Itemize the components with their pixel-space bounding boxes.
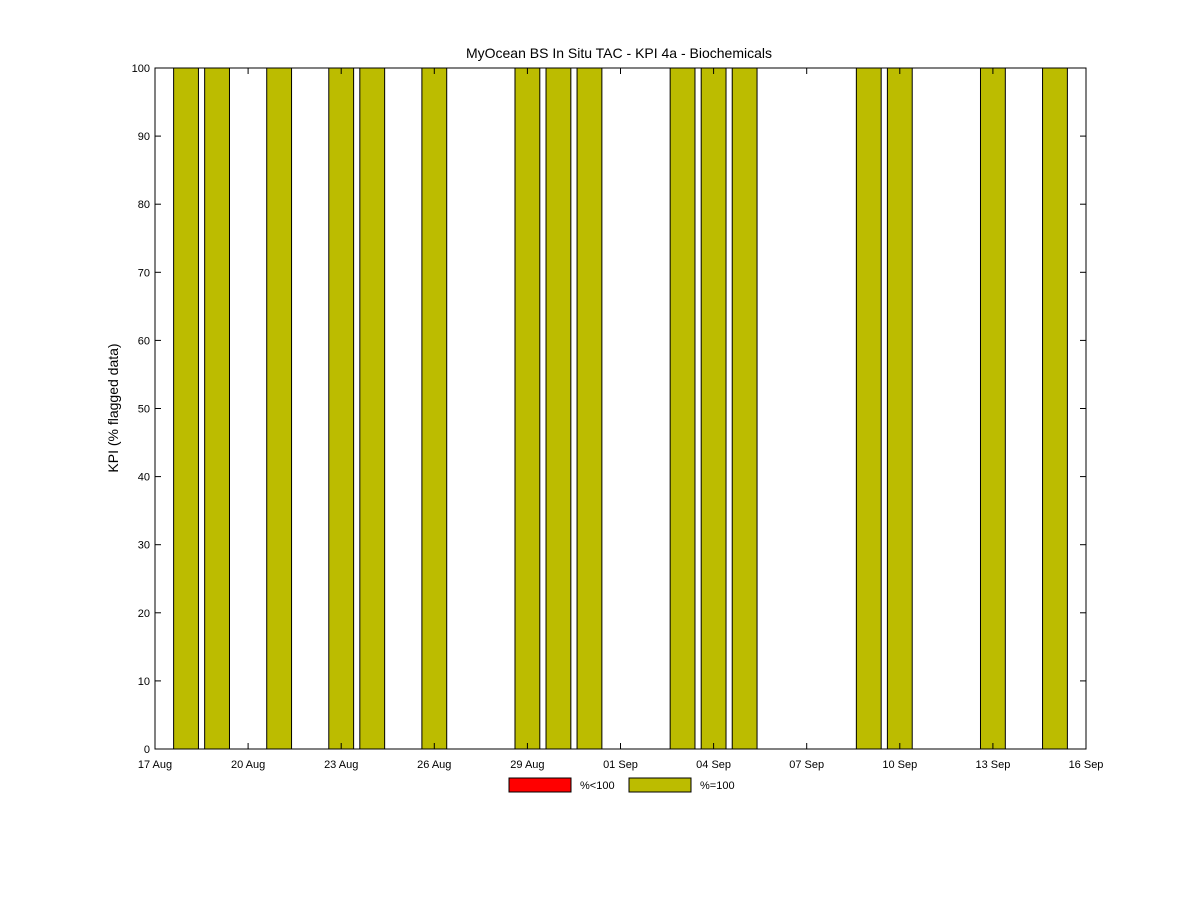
bar-2012-09-13	[979, 67, 1006, 750]
bar-2012-08-23	[328, 67, 355, 750]
bar-2012-09-03	[669, 67, 696, 750]
bar-2012-09-15	[1042, 67, 1068, 750]
y-tick-label: 70	[138, 267, 150, 279]
y-tick-label: 30	[138, 540, 150, 552]
bar-2012-08-31	[576, 67, 603, 750]
y-tick-label: 20	[138, 608, 150, 620]
y-tick-label: 60	[138, 335, 150, 347]
y-tick-label: 50	[138, 404, 150, 416]
y-tick-label: 80	[138, 199, 150, 211]
y-tick-label: 10	[138, 676, 150, 688]
y-axis-label: KPI (% flagged data)	[105, 343, 121, 472]
bar-2012-09-04	[700, 67, 727, 750]
bar-2012-08-29	[514, 67, 541, 750]
x-tick-label: 29 Aug	[510, 759, 544, 771]
y-axis-ticks: 0 10 20 30 40 50 60 70 80 90 100	[132, 63, 1086, 756]
bar-2012-08-24	[359, 67, 386, 750]
bar-2012-08-30	[545, 67, 572, 750]
bars-group	[173, 67, 1068, 750]
y-tick-label: 100	[132, 63, 150, 75]
x-tick-label: 10 Sep	[882, 759, 917, 771]
x-tick-label: 26 Aug	[417, 759, 451, 771]
bar-2012-08-26	[421, 67, 448, 750]
bar-2012-08-19	[204, 67, 230, 750]
y-tick-label: 0	[144, 744, 150, 756]
legend-swatch-full	[628, 777, 692, 793]
legend: %<100 %=100	[508, 777, 735, 793]
x-tick-label: 01 Sep	[603, 759, 638, 771]
chart-title: MyOcean BS In Situ TAC - KPI 4a - Bioche…	[466, 45, 772, 61]
y-tick-label: 90	[138, 131, 150, 143]
x-tick-label: 20 Aug	[231, 759, 265, 771]
x-tick-label: 23 Aug	[324, 759, 358, 771]
bar-2012-09-05	[731, 67, 758, 750]
legend-swatch-partial	[508, 777, 572, 793]
x-tick-label: 04 Sep	[696, 759, 731, 771]
x-tick-label: 16 Sep	[1069, 759, 1104, 771]
bar-2012-09-09	[855, 67, 882, 750]
bar-2012-09-10	[886, 67, 913, 750]
x-tick-label: 07 Sep	[789, 759, 824, 771]
bar-2012-08-21	[266, 67, 293, 750]
bar-2012-08-18	[173, 67, 199, 750]
y-tick-label: 40	[138, 472, 150, 484]
legend-label-partial: %<100	[580, 780, 615, 792]
x-tick-label: 17 Aug	[138, 759, 172, 771]
x-axis-ticks: 17 Aug 20 Aug 23 Aug 26 Aug 29 Aug 01 Sep 04 S…	[138, 68, 1104, 771]
x-tick-label: 13 Sep	[975, 759, 1010, 771]
legend-label-full: %=100	[700, 780, 735, 792]
